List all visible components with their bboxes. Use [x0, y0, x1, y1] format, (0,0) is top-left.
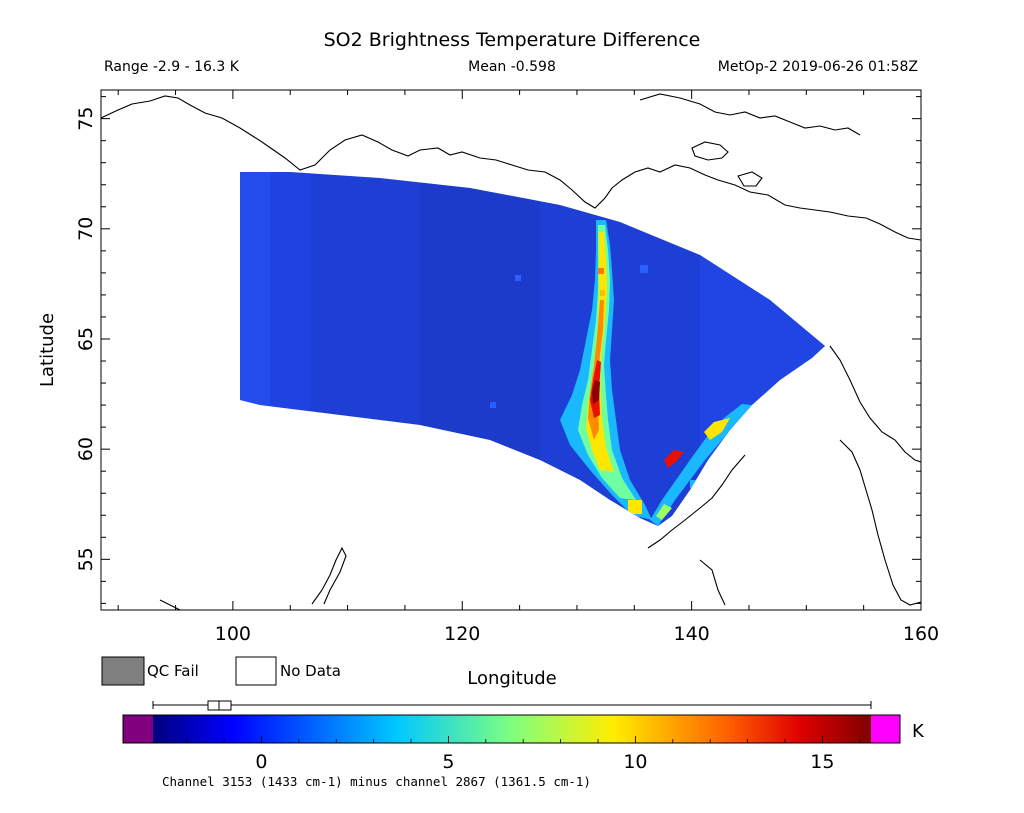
- so2-plume-main: [560, 220, 652, 520]
- x-tick-label: 100: [215, 623, 251, 645]
- colorbar-tick-label: 15: [810, 751, 834, 773]
- colorbar-unit: K: [912, 721, 925, 742]
- range-label: Range -2.9 - 16.3 K: [104, 59, 240, 75]
- colorbar-below-swatch: [123, 715, 153, 743]
- mean-label: Mean -0.598: [468, 59, 556, 75]
- platform-label: MetOp-2 2019-06-26 01:58Z: [718, 59, 918, 75]
- y-axis-title: Latitude: [37, 313, 58, 387]
- coastlines: [101, 93, 921, 610]
- no-data-label: No Data: [280, 662, 341, 680]
- colorbar-tick-label: 0: [255, 751, 267, 773]
- x-tick-label: 160: [903, 623, 939, 645]
- qc-fail-swatch: [101, 656, 145, 686]
- qc-fail-label: QC Fail: [147, 662, 199, 680]
- y-tick-label: 75: [75, 107, 97, 131]
- map-plot-area: [101, 90, 921, 610]
- chart-title: SO2 Brightness Temperature Difference: [324, 29, 701, 51]
- colorbar-gradient: [153, 715, 871, 743]
- x-tick-label: 120: [444, 623, 480, 645]
- colorbar-tick-label: 10: [623, 751, 647, 773]
- x-axis-title: Longitude: [467, 668, 557, 689]
- colorbar: [122, 700, 901, 744]
- colorbar-tick-label: 5: [442, 751, 454, 773]
- y-tick-label: 70: [75, 217, 97, 241]
- colorbar-tick-labels: 0 5 10 15: [255, 751, 834, 773]
- y-tick-label: 65: [75, 327, 97, 351]
- y-axis: 55 60 65 70 75: [75, 96, 921, 604]
- x-tick-label: 140: [673, 623, 709, 645]
- no-data-swatch: [235, 656, 277, 686]
- x-axis: 100 120 140 160: [117, 90, 939, 645]
- colorbar-ticks: [186, 736, 861, 743]
- y-tick-label: 55: [75, 547, 97, 571]
- y-tick-label: 60: [75, 437, 97, 461]
- colorbar-note: Channel 3153 (1433 cm-1) minus channel 2…: [162, 774, 591, 789]
- colorbar-above-swatch: [871, 715, 900, 743]
- mean-marker: [207, 700, 221, 711]
- map-frame: [100, 89, 922, 611]
